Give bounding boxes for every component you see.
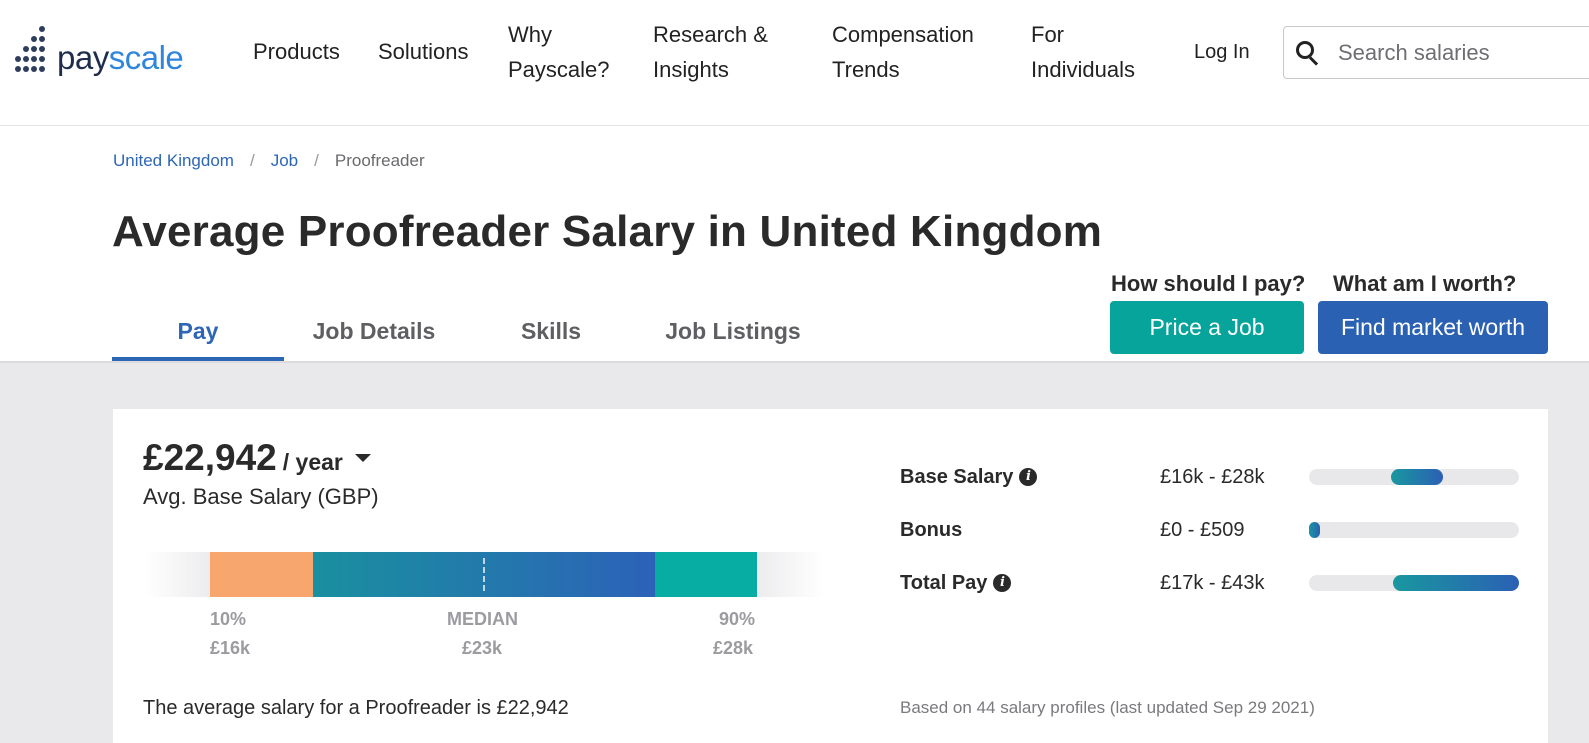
tab-pay[interactable]: Pay bbox=[112, 305, 284, 361]
how-should-i-pay-label: How should I pay? bbox=[1111, 271, 1306, 296]
nav-products[interactable]: Products bbox=[253, 39, 340, 64]
total-pay-label: Total Pay i bbox=[900, 570, 1012, 596]
nav-solutions[interactable]: Solutions bbox=[378, 39, 469, 64]
total-pay-fill bbox=[1393, 575, 1519, 591]
median-marker bbox=[483, 558, 485, 591]
salary-range-bar bbox=[145, 552, 825, 597]
price-a-job-button[interactable]: Price a Job bbox=[1110, 301, 1304, 354]
avg-salary-amount: £22,942/ year bbox=[143, 437, 371, 483]
period-dropdown-caret-icon[interactable] bbox=[354, 454, 371, 463]
total-pay-track bbox=[1309, 575, 1519, 591]
base-salary-text: Base Salary bbox=[900, 466, 1014, 488]
find-market-worth-button[interactable]: Find market worth bbox=[1318, 301, 1548, 354]
breadcrumb-separator: / bbox=[314, 151, 319, 170]
nav-comp-line1: Compensation bbox=[832, 22, 974, 47]
nav-research-line1: Research & bbox=[653, 22, 768, 47]
p90-label: 90% bbox=[719, 609, 756, 629]
nav-individuals-line2: Individuals bbox=[1031, 57, 1135, 82]
logo-pay: pay bbox=[57, 39, 109, 76]
search-icon[interactable] bbox=[1296, 40, 1320, 66]
p90-value: £28k bbox=[713, 638, 754, 658]
base-salary-label: Base Salary i bbox=[900, 464, 1038, 490]
base-salary-fill bbox=[1390, 469, 1444, 485]
login-link[interactable]: Log In bbox=[1194, 41, 1250, 63]
breadcrumb-current: Proofreader bbox=[334, 151, 425, 170]
bonus-label: Bonus bbox=[900, 517, 962, 543]
salary-amount-value: £22,942 bbox=[143, 437, 277, 478]
nav-comp-line2: Trends bbox=[832, 57, 900, 82]
bonus-fill bbox=[1309, 522, 1320, 538]
nav-research-insights[interactable]: Research & Insights bbox=[653, 17, 768, 87]
total-pay-range: £17k - £43k bbox=[1160, 572, 1265, 594]
top-navigation: payscale Products Solutions Why Payscale… bbox=[0, 0, 1589, 126]
nav-for-individuals[interactable]: For Individuals bbox=[1031, 17, 1135, 87]
p10-label: 10% bbox=[210, 609, 247, 629]
range-fade-left bbox=[145, 552, 210, 597]
avg-salary-subtitle: Avg. Base Salary (GBP) bbox=[143, 484, 379, 509]
search-box[interactable] bbox=[1283, 26, 1589, 79]
logo-dots-icon bbox=[13, 26, 49, 74]
based-on-profiles-text: Based on 44 salary profiles (last update… bbox=[900, 698, 1315, 717]
total-pay-text: Total Pay bbox=[900, 572, 988, 594]
what-am-i-worth-label: What am I worth? bbox=[1333, 271, 1517, 296]
page-title: Average Proofreader Salary in United Kin… bbox=[112, 207, 1103, 256]
nav-why-payscale[interactable]: Why Payscale? bbox=[508, 17, 610, 87]
nav-why-line1: Why bbox=[508, 22, 552, 47]
total-pay-info-icon[interactable]: i bbox=[993, 574, 1012, 592]
nav-research-line2: Insights bbox=[653, 57, 729, 82]
bonus-text: Bonus bbox=[900, 519, 963, 541]
breadcrumb-job[interactable]: Job bbox=[270, 151, 299, 170]
breadcrumb-country[interactable]: United Kingdom bbox=[113, 151, 234, 170]
tab-job-listings[interactable]: Job Listings bbox=[665, 318, 801, 344]
base-salary-range: £16k - £28k bbox=[1160, 466, 1265, 488]
breadcrumb-separator: / bbox=[249, 151, 255, 170]
median-value: £23k bbox=[462, 638, 503, 658]
nav-individuals-line1: For bbox=[1031, 22, 1064, 47]
logo-scale: scale bbox=[108, 39, 184, 76]
salary-summary-text: The average salary for a Proofreader is … bbox=[143, 697, 569, 719]
tab-skills[interactable]: Skills bbox=[520, 318, 582, 344]
base-salary-track bbox=[1309, 469, 1519, 485]
base-salary-info-icon[interactable]: i bbox=[1019, 468, 1038, 486]
median-label: MEDIAN bbox=[447, 609, 518, 629]
range-segment-10th bbox=[210, 552, 313, 597]
p10-value: £16k bbox=[210, 638, 251, 658]
tab-job-details[interactable]: Job Details bbox=[312, 318, 436, 344]
range-fade-right bbox=[757, 552, 825, 597]
range-segment-90th bbox=[655, 552, 757, 597]
bonus-range: £0 - £509 bbox=[1160, 519, 1245, 541]
logo-wordmark: payscale bbox=[57, 39, 184, 76]
payscale-logo[interactable]: payscale bbox=[13, 22, 184, 76]
breadcrumb: United Kingdom / Job / Proofreader bbox=[113, 150, 425, 172]
bonus-track bbox=[1309, 522, 1519, 538]
salary-card: £22,942/ year Avg. Base Salary (GBP) 10%… bbox=[113, 409, 1548, 743]
nav-why-line2: Payscale? bbox=[508, 57, 610, 82]
search-input[interactable] bbox=[1338, 39, 1578, 66]
nav-compensation-trends[interactable]: Compensation Trends bbox=[832, 17, 974, 87]
salary-period[interactable]: / year bbox=[282, 449, 343, 475]
